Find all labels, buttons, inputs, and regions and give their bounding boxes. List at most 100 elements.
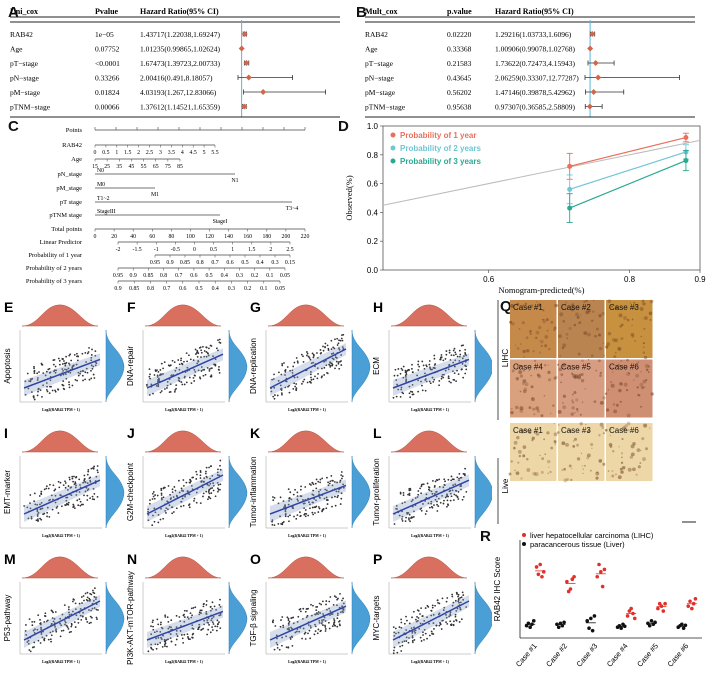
scatter-point — [458, 355, 461, 358]
tissue-texture — [533, 359, 537, 363]
forest-header-p: p.value — [447, 7, 472, 16]
rab42-tick-label: 2.5 — [146, 150, 153, 156]
panel-letter-m: M — [4, 551, 16, 567]
scatter-point — [217, 488, 220, 491]
scatter-point — [321, 375, 323, 378]
scatter-point — [439, 501, 442, 504]
tissue-texture — [544, 344, 548, 348]
scatter-point — [83, 478, 86, 481]
scatter-point — [329, 610, 332, 613]
scatter-point — [459, 608, 462, 611]
scatter-point — [43, 637, 46, 640]
scatter-point — [176, 635, 179, 637]
scatter-point — [271, 523, 274, 526]
scatter-point — [427, 488, 430, 491]
scatter-point — [408, 392, 411, 395]
scatter-point — [55, 507, 58, 509]
scatter-point — [215, 609, 218, 611]
scatter-point — [336, 598, 338, 601]
scatter-point — [339, 593, 341, 595]
tissue-texture — [633, 306, 637, 310]
prob-2y-tick-label: 0.2 — [251, 273, 258, 279]
tissue-texture — [544, 453, 547, 456]
prob-1y-tick-label: 0.6 — [226, 260, 233, 266]
total-points-tick-label: 160 — [243, 234, 252, 240]
scatter-point — [75, 484, 77, 487]
tissue-texture — [618, 445, 620, 448]
scatter-point — [414, 497, 417, 499]
scatter-point — [310, 371, 312, 373]
scatter-point — [165, 512, 167, 514]
scatter-point — [169, 498, 172, 501]
scatter-point — [160, 489, 163, 492]
prob-3y-tick-label: 0.8 — [147, 286, 154, 292]
tissue-texture — [565, 442, 569, 447]
scatter-point — [208, 369, 211, 372]
scatter-point — [428, 622, 430, 625]
tissue-texture — [614, 351, 617, 354]
scatter-point — [462, 594, 465, 596]
scatter-point — [197, 628, 199, 631]
right-density — [474, 329, 492, 403]
scatter-point — [170, 506, 173, 509]
scatter-point — [71, 475, 74, 478]
scatter-point — [305, 351, 308, 353]
scatter-point — [93, 595, 96, 598]
scatter-point — [465, 490, 468, 493]
legend-label: Probability of 2 years — [400, 144, 481, 153]
scatter-point — [420, 507, 423, 510]
scatter-point — [303, 632, 306, 635]
scatter-point — [432, 381, 435, 383]
scatter-point — [59, 494, 61, 496]
scatter-point — [160, 638, 163, 641]
tissue-texture — [560, 381, 562, 384]
tissue-texture — [528, 406, 532, 410]
scatter-point — [54, 625, 56, 628]
scatter-point — [85, 618, 88, 621]
scatter-point — [68, 362, 70, 365]
forest-row-hr: 4.03193(1.267,12.83066) — [140, 88, 217, 97]
tissue-texture — [519, 374, 524, 378]
tissue-texture — [561, 441, 566, 446]
tissue-texture — [521, 382, 525, 386]
scatter-point — [26, 372, 29, 375]
scatter-point — [88, 378, 91, 381]
tissue-texture — [565, 301, 568, 304]
scatter-point — [465, 368, 468, 371]
scatter-point — [409, 390, 412, 393]
scatter-point — [290, 626, 292, 629]
scatter-point — [84, 490, 87, 493]
scatter-point — [156, 376, 159, 378]
scatter-point — [271, 519, 274, 522]
scatter-point — [159, 623, 162, 626]
scatter-point — [320, 351, 323, 354]
tissue-texture — [510, 410, 514, 415]
age-tick-label: 35 — [116, 164, 122, 170]
tissue-texture — [519, 343, 522, 345]
scatter-point — [454, 351, 457, 354]
scatter-point — [302, 627, 305, 630]
scatter-point — [36, 513, 39, 516]
scatter-point — [197, 626, 200, 629]
scatter-point — [293, 382, 296, 385]
scatter-point — [195, 501, 198, 504]
tissue-texture — [575, 407, 579, 411]
scatter-point — [308, 483, 311, 485]
scatter-point — [332, 358, 335, 361]
scatter-point — [456, 593, 458, 595]
scatter-point — [454, 483, 457, 486]
scatter-point — [214, 358, 217, 361]
scatter-point — [61, 358, 64, 361]
scatter-point — [78, 602, 81, 605]
scatter-point — [281, 636, 284, 639]
scatter-point — [194, 371, 197, 373]
tissue-texture — [562, 319, 566, 323]
scatter-point — [317, 628, 320, 631]
tissue-texture — [524, 302, 528, 306]
scatter-point — [460, 488, 462, 491]
scatter-point — [296, 621, 299, 623]
scatter-point — [49, 379, 52, 382]
scatter-point — [167, 638, 169, 641]
tissue-texture — [595, 471, 600, 476]
